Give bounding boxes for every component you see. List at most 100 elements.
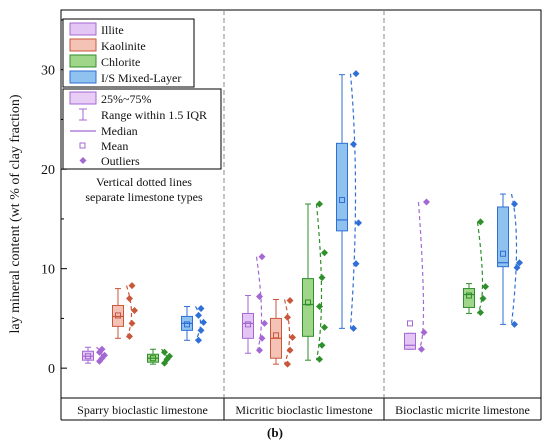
stats-legend: 25%~75% Range within 1.5 IQR Median Mean… (62, 88, 222, 170)
box-group-i-s-mixed-layer (336, 70, 362, 332)
data-point (101, 351, 108, 359)
legend-whisker-label: Range within 1.5 IQR (101, 108, 207, 122)
box-group-kaolinite (112, 282, 138, 340)
data-point (423, 198, 430, 206)
box-group-i-s-mixed-layer (181, 304, 207, 344)
data-point (418, 345, 425, 353)
legend-series-label: Kaolinite (101, 39, 146, 53)
data-point (318, 274, 326, 282)
series-legend: Illite Kaolinite Chlorite I/S Mixed-Layer (62, 18, 195, 88)
legend-outlier-symbol (79, 157, 87, 164)
data-point (261, 319, 268, 327)
data-point (195, 311, 202, 319)
legend-box-swatch (69, 91, 97, 105)
box-iqr (336, 142, 348, 232)
distribution-curve (125, 285, 133, 339)
box-group-illite (242, 253, 268, 354)
plot-frame (60, 9, 542, 421)
data-point (482, 283, 489, 291)
legend-mean-label: Mean (101, 139, 128, 153)
distribution-curve (417, 201, 425, 350)
legend-series-label: Illite (101, 23, 124, 37)
distribution-curve (194, 306, 202, 341)
data-point (197, 304, 205, 312)
data-point (513, 264, 521, 272)
box-iqr (302, 278, 314, 337)
box-mean (245, 321, 251, 328)
legend-swatch (69, 70, 97, 84)
box-group-chlorite (147, 348, 173, 367)
data-point (516, 259, 523, 267)
box-group-illite (404, 198, 430, 353)
data-point (128, 319, 136, 327)
data-point (352, 70, 360, 78)
box-group-i-s-mixed-layer (497, 193, 523, 328)
y-tick-label: 20 (41, 163, 55, 178)
legend-mean-symbol (79, 142, 86, 149)
data-point (511, 320, 518, 328)
chart-marks (82, 70, 523, 368)
data-point (131, 306, 138, 314)
data-point (318, 341, 326, 349)
box-group-chlorite (463, 218, 489, 316)
data-point (286, 297, 294, 305)
figure-label: (b) (267, 425, 283, 440)
box-mean (273, 332, 279, 339)
annotation-line-1: Vertical dotted lines (96, 175, 192, 189)
y-tick-label: 0 (48, 362, 55, 377)
box-group-chlorite (302, 200, 328, 363)
box-mean (184, 321, 190, 328)
box-mean (500, 250, 506, 257)
data-point (286, 346, 294, 354)
legend-series-label: I/S Mixed-Layer (101, 71, 181, 85)
distribution-curve (349, 73, 357, 329)
box-mean (407, 320, 413, 327)
legend-whisker-symbol (79, 108, 87, 121)
data-point (258, 334, 266, 342)
data-point (256, 293, 263, 301)
box-mean (150, 355, 156, 362)
data-point (511, 200, 518, 208)
group-separators (223, 10, 385, 420)
data-point (350, 140, 357, 148)
box-iqr (497, 206, 509, 268)
data-point (350, 324, 357, 332)
legend-series-label: Chlorite (101, 55, 140, 69)
data-point (258, 253, 266, 261)
distribution-curve (476, 221, 484, 314)
distribution-curve (283, 299, 291, 365)
data-point (98, 345, 106, 353)
box-iqr (404, 332, 416, 350)
data-point (126, 295, 133, 303)
legend-swatch (69, 38, 97, 52)
legend-swatch (69, 54, 97, 68)
data-point (321, 323, 328, 331)
data-point (284, 360, 291, 368)
data-point (477, 218, 484, 226)
y-tick-label: 10 (41, 263, 55, 278)
data-point (256, 346, 263, 354)
data-point (420, 328, 428, 336)
box-group-kaolinite (270, 297, 296, 368)
box-mean (85, 353, 91, 360)
box-iqr (242, 312, 254, 339)
data-point (289, 333, 296, 341)
legend-swatch (69, 22, 97, 36)
group-label: Micritic bioclastic limestone (235, 403, 372, 417)
distribution-curve (255, 256, 263, 354)
box-mean (305, 299, 311, 306)
y-axis-label: lay mineral content (wt % of clay fracti… (8, 94, 23, 333)
data-point (316, 355, 323, 363)
legend-median-label: Median (101, 124, 138, 138)
data-point (161, 348, 168, 356)
data-point (126, 332, 133, 340)
group-label: Sparry bioclastic limestone (77, 403, 208, 417)
data-point (166, 352, 173, 360)
distribution-curve (315, 203, 323, 361)
data-point (195, 336, 202, 344)
annotation-line-2: separate limestone types (85, 190, 203, 204)
data-point (477, 308, 484, 316)
distribution-curve (510, 193, 518, 325)
box-mean (466, 292, 472, 299)
